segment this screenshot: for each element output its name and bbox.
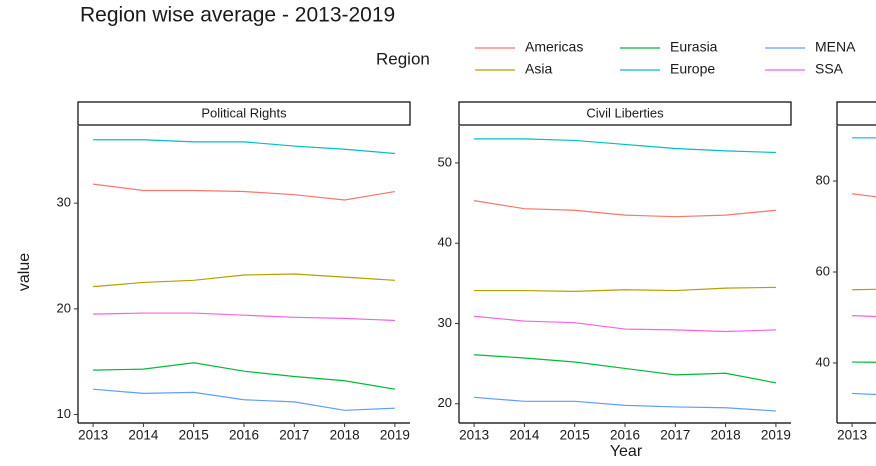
legend-label: MENA [815,39,856,55]
x-tick-label: 2017 [660,428,690,443]
legend-label: SSA [815,61,844,77]
x-tick-label: 2016 [229,428,259,443]
x-tick-label: 2018 [330,428,360,443]
series-line [474,354,777,384]
x-tick-label: 2015 [179,428,209,443]
x-tick-label: 2019 [380,428,410,443]
y-tick-label: 60 [816,263,830,278]
series-line [474,286,776,292]
series-line [852,288,876,291]
series-line [473,200,776,218]
series-line [93,362,396,390]
plot-area [93,139,396,411]
series-line [93,312,395,322]
y-tick-label: 20 [438,395,452,410]
series-line [474,396,776,412]
facet-strip [77,101,411,126]
y-axis-label: value [16,253,33,291]
series-line [93,183,396,201]
legend-label: Asia [525,61,552,77]
y-tick-label: 30 [57,195,71,210]
y-tick-label: 40 [438,235,452,250]
series-line [474,138,776,154]
series-line [852,193,876,198]
plot-area [852,137,876,396]
legend-label: Europe [670,61,715,77]
legend-label: Americas [525,39,583,55]
series-line [93,273,395,288]
y-tick-label: 20 [57,300,71,315]
x-tick-label: 2018 [711,428,741,443]
x-tick-label: 2013 [837,428,867,443]
facet-strip [836,101,876,126]
facet-title: Civil Liberties [586,105,664,120]
facet-title: Political Rights [201,105,287,120]
y-tick-label: 80 [816,172,830,187]
x-tick-label: 2017 [279,428,309,443]
x-tick-label: 2014 [128,428,159,443]
x-axis-label: Year [610,443,643,460]
x-tick-label: 2019 [761,428,791,443]
series-line [93,139,395,155]
series-line [474,315,776,333]
legend-title: Region [376,49,430,68]
plot-area [473,138,777,412]
x-tick-label: 2013 [78,428,108,443]
x-tick-label: 2016 [610,428,640,443]
series-line [93,388,395,411]
y-tick-label: 40 [816,354,830,369]
series-line [852,315,876,318]
legend-label: Eurasia [670,39,718,55]
facet-strip [458,101,792,126]
x-tick-label: 2013 [459,428,489,443]
x-tick-label: 2015 [560,428,590,443]
x-tick-label: 2014 [509,428,540,443]
y-tick-label: 10 [57,406,71,421]
y-tick-label: 30 [438,315,452,330]
y-tick-label: 50 [438,154,452,169]
series-line [852,392,876,396]
chart-title: Region wise average - 2013-2019 [80,4,395,27]
